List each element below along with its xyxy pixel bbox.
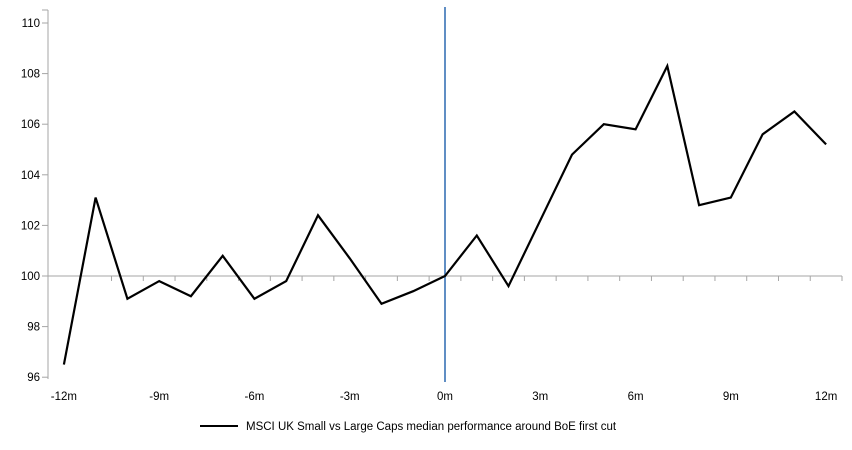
y-axis-tick-label: 108 — [21, 69, 40, 81]
y-axis-tick-label: 110 — [22, 18, 40, 30]
y-axis-tick-label: 102 — [21, 220, 40, 232]
x-axis-labels: -12m -9m -6m -3m 0m 3m 6m 9m 12m — [51, 391, 838, 403]
series-line — [62, 62, 827, 365]
x-axis-tick-label: 6m — [628, 391, 644, 403]
x-axis-tick-label: -12m — [51, 391, 77, 403]
x-axis-tick-label: -3m — [340, 391, 360, 403]
y-axis-tick-label: 100 — [21, 271, 40, 283]
y-axis-tick-label: 106 — [21, 119, 40, 131]
x-axis-tick-label: 12m — [815, 391, 837, 403]
y-axis-labels: 96 98 100 102 104 106 108 110 — [21, 18, 41, 384]
y-axis-tick-label: 96 — [27, 372, 40, 384]
y-axis — [42, 9, 49, 379]
x-axis-tick-label: -9m — [149, 391, 169, 403]
legend-label: MSCI UK Small vs Large Caps median perfo… — [246, 421, 617, 433]
legend: MSCI UK Small vs Large Caps median perfo… — [200, 421, 617, 433]
x-axis-tick-label: 9m — [723, 391, 739, 403]
x-axis-tick-label: -6m — [245, 391, 265, 403]
x-axis-tick-label: 0m — [437, 391, 453, 403]
y-axis-tick-label: 104 — [21, 170, 41, 182]
y-axis-tick-label: 98 — [27, 322, 40, 334]
x-axis-tick-label: 3m — [532, 391, 548, 403]
